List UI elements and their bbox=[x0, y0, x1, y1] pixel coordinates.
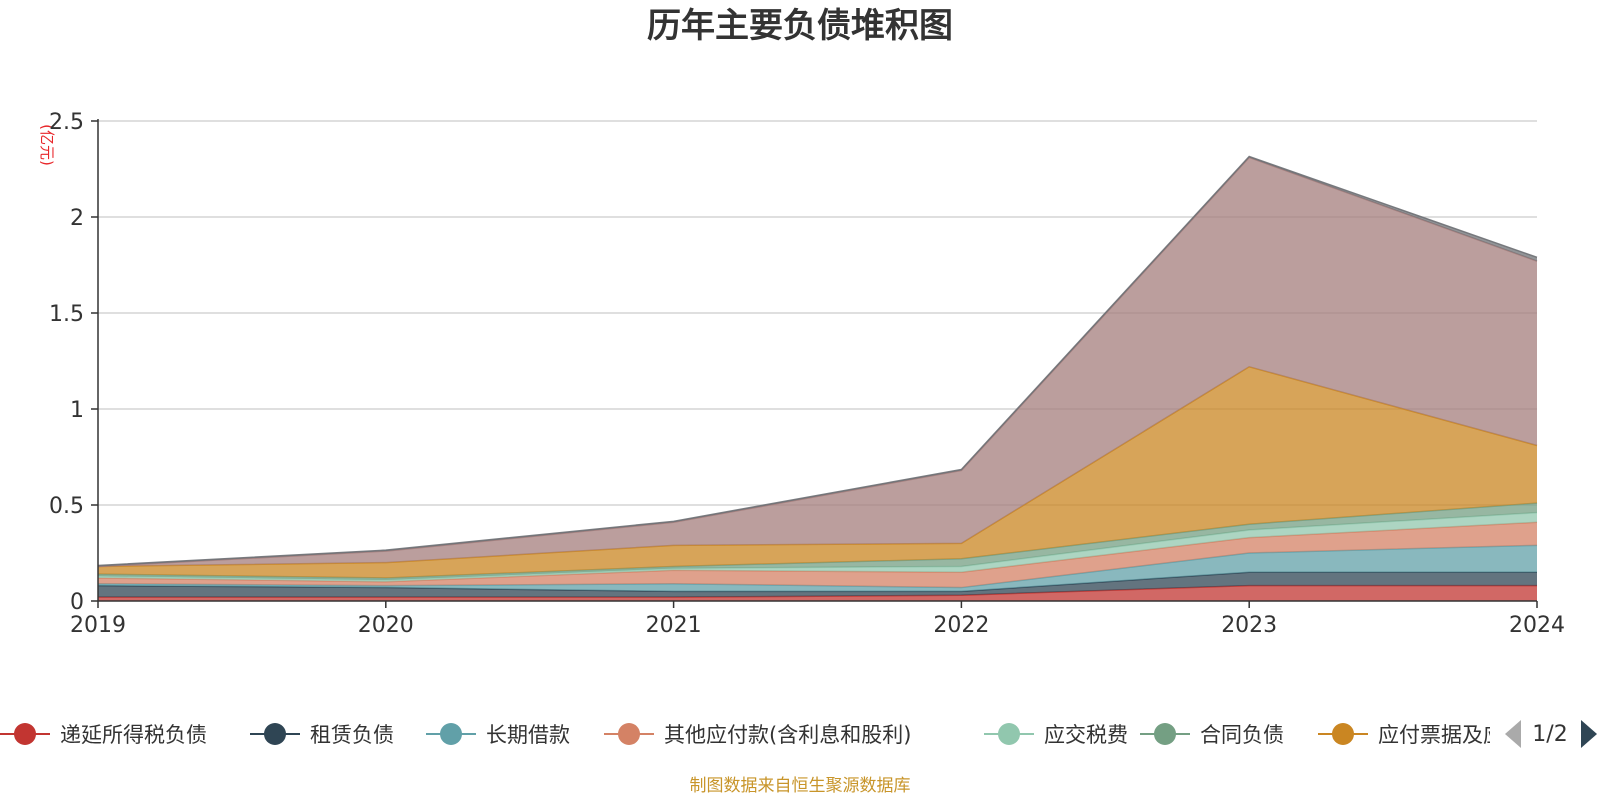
legend-marker-icon bbox=[264, 723, 286, 745]
area-series-line-8 bbox=[97, 155, 1538, 567]
legend-item[interactable]: 合同负债 bbox=[1140, 723, 1284, 747]
x-tick-label: 2021 bbox=[646, 613, 702, 638]
y-tick-label: 2.5 bbox=[49, 110, 84, 135]
legend-marker-icon bbox=[998, 723, 1020, 745]
axes: 0 0.5 1 1.5 2 2.5 2019 2020 2021 2022 2023 2024 bbox=[49, 110, 1565, 638]
legend-marker-icon bbox=[1332, 723, 1354, 745]
y-tick-label: 0.5 bbox=[49, 494, 84, 519]
legend-item[interactable]: 租赁负债 bbox=[250, 723, 394, 747]
legend-marker-icon bbox=[618, 723, 640, 745]
area-series-7 bbox=[98, 157, 1537, 567]
legend-label: 应付票据及应付账款 bbox=[1378, 723, 1567, 747]
legend-label: 合同负债 bbox=[1200, 723, 1284, 747]
y-tick-label: 2 bbox=[70, 206, 84, 231]
data-source-note: 制图数据来自恒生聚源数据库 bbox=[690, 776, 911, 796]
legend: 递延所得税负债 租赁负债 长期借款 其他应付款(含利息和股利) 应交税费 合同负债 应付票据… bbox=[0, 723, 1567, 747]
legend-prev-arrow-icon[interactable] bbox=[1505, 720, 1521, 748]
y-tick-label: 0 bbox=[70, 590, 84, 615]
area-series-5 bbox=[98, 503, 1537, 580]
legend-label: 应交税费 bbox=[1044, 723, 1128, 747]
legend-pager: 1/2 bbox=[1505, 720, 1597, 748]
legend-label: 递延所得税负债 bbox=[60, 723, 207, 747]
y-tick-label: 1.5 bbox=[49, 302, 84, 327]
legend-items: 递延所得税负债 租赁负债 长期借款 其他应付款(含利息和股利) 应交税费 合同负债 应付票据… bbox=[0, 723, 1567, 747]
x-tick-label: 2019 bbox=[70, 613, 126, 638]
x-tick-label: 2023 bbox=[1221, 613, 1277, 638]
area-series-2 bbox=[98, 545, 1537, 592]
area-series-6 bbox=[98, 366, 1537, 578]
x-tick-label: 2022 bbox=[933, 613, 989, 638]
legend-item[interactable]: 长期借款 bbox=[426, 723, 570, 747]
legend-label: 租赁负债 bbox=[310, 723, 394, 747]
legend-item[interactable]: 其他应付款(含利息和股利) bbox=[604, 723, 911, 747]
y-axis-unit: (亿元) bbox=[38, 124, 56, 166]
legend-label: 其他应付款(含利息和股利) bbox=[664, 723, 911, 747]
x-tick-label: 2020 bbox=[358, 613, 414, 638]
legend-label: 长期借款 bbox=[486, 723, 570, 747]
legend-next-arrow-icon[interactable] bbox=[1581, 720, 1597, 748]
area-series-1 bbox=[98, 572, 1537, 598]
legend-item[interactable]: 应付票据及应付账款 bbox=[1318, 723, 1567, 747]
area-series-3 bbox=[98, 522, 1537, 588]
x-tick-label: 2024 bbox=[1509, 613, 1565, 638]
legend-marker-icon bbox=[1154, 723, 1176, 745]
legend-item[interactable]: 应交税费 bbox=[984, 723, 1128, 747]
chart-title: 历年主要负债堆积图 bbox=[647, 6, 953, 46]
legend-item[interactable]: 递延所得税负债 bbox=[0, 723, 207, 747]
area-series-group bbox=[97, 155, 1538, 601]
legend-marker-icon bbox=[14, 723, 36, 745]
legend-marker-icon bbox=[440, 723, 462, 745]
legend-page-indicator: 1/2 bbox=[1532, 722, 1567, 747]
y-tick-label: 1 bbox=[70, 398, 84, 423]
